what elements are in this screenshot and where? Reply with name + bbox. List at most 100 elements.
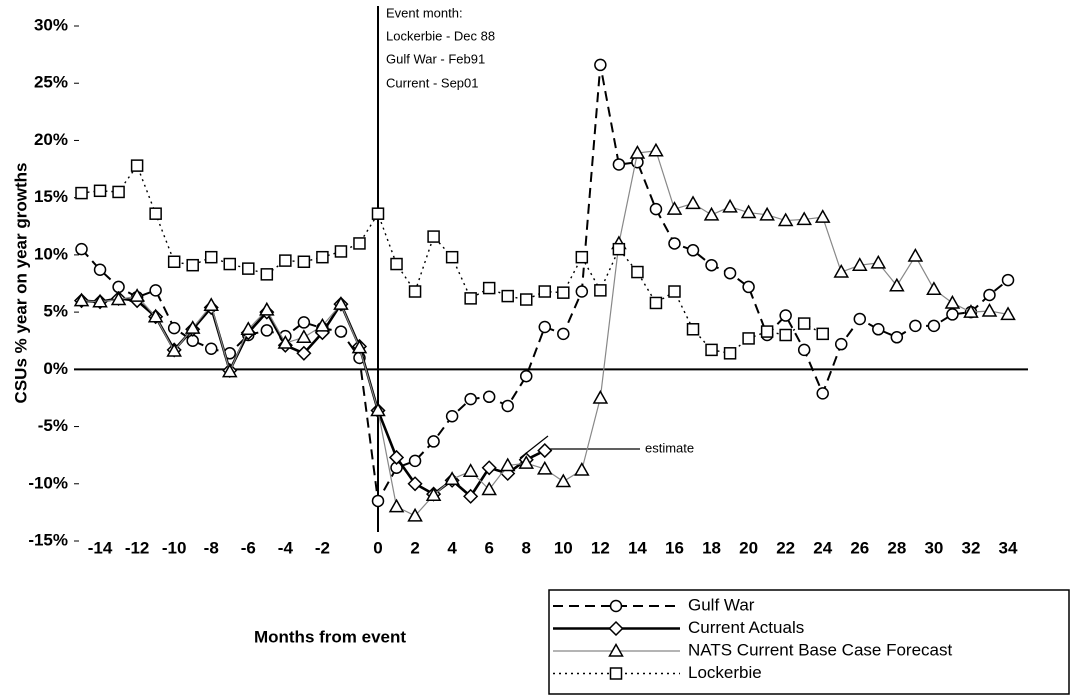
- data-point: [296, 329, 312, 344]
- estimate-label: estimate: [645, 440, 694, 455]
- data-point: [462, 463, 479, 477]
- series-line: [80, 64, 1009, 505]
- data-point: [537, 443, 553, 459]
- data-point: [814, 209, 831, 223]
- data-point: [316, 250, 329, 264]
- data-point: [221, 363, 238, 378]
- data-point: [203, 297, 220, 311]
- data-point: [242, 262, 255, 275]
- x-tick-label: 26: [850, 538, 869, 557]
- data-point: [445, 250, 459, 264]
- data-point: [592, 389, 609, 404]
- data-point: [166, 342, 182, 357]
- data-point: [463, 488, 479, 504]
- data-point: [93, 263, 107, 277]
- y-tick-label: 30%: [34, 15, 68, 34]
- data-point: [518, 455, 535, 469]
- data-point: [481, 460, 497, 476]
- x-tick-label: 16: [665, 538, 684, 557]
- data-point: [575, 285, 589, 298]
- legend-marker: [609, 667, 623, 680]
- data-point: [796, 211, 812, 226]
- x-tick-label: 8: [522, 538, 531, 557]
- annotation: Gulf War - Feb91: [386, 51, 485, 66]
- annotation: Lockerbie - Dec 88: [386, 28, 495, 43]
- data-point: [129, 288, 145, 302]
- data-point: [703, 206, 720, 221]
- data-point: [557, 286, 570, 299]
- data-point: [130, 159, 144, 172]
- data-point: [501, 399, 514, 413]
- x-tick-label: -10: [162, 538, 187, 557]
- data-point: [574, 462, 590, 476]
- data-point: [594, 284, 607, 297]
- data-point: [851, 257, 868, 271]
- data-point: [926, 281, 942, 295]
- data-point: [835, 337, 848, 351]
- data-point: [685, 195, 701, 210]
- data-point: [186, 334, 199, 347]
- data-point: [407, 507, 423, 522]
- data-point: [482, 281, 496, 295]
- x-tick-label: 0: [373, 538, 382, 557]
- x-tick-label: -6: [241, 538, 256, 557]
- data-point: [890, 331, 904, 344]
- data-point: [370, 402, 386, 417]
- data-point: [944, 294, 961, 309]
- data-point: [277, 334, 294, 349]
- y-tick-label: -5%: [38, 416, 68, 435]
- x-tick-label: 32: [961, 538, 980, 557]
- data-point: [594, 58, 607, 72]
- data-point: [833, 264, 850, 278]
- data-point: [981, 302, 998, 317]
- data-point: [204, 250, 218, 264]
- data-point: [259, 301, 275, 316]
- data-point: [464, 392, 477, 406]
- data-point: [407, 476, 423, 492]
- data-point: [759, 206, 775, 221]
- y-tick-label: 25%: [34, 73, 68, 92]
- data-point: [668, 285, 681, 298]
- data-point: [648, 142, 664, 157]
- legend-box: [548, 589, 1070, 695]
- data-point: [297, 316, 311, 329]
- data-point: [223, 257, 237, 271]
- data-point: [946, 308, 959, 321]
- data-point: [184, 320, 201, 334]
- data-point: [779, 309, 792, 322]
- data-point: [388, 498, 405, 513]
- data-point: [93, 184, 107, 198]
- x-tick-label: 12: [591, 538, 610, 557]
- y-tick-label: 5%: [43, 302, 68, 321]
- data-point: [75, 242, 88, 256]
- data-point: [351, 339, 368, 354]
- x-tick-label: 20: [739, 538, 758, 557]
- data-point: [575, 250, 589, 264]
- data-point: [740, 204, 757, 219]
- data-point: [204, 342, 218, 355]
- data-point: [612, 158, 626, 171]
- data-point: [612, 242, 626, 256]
- annotation: Current - Sep01: [386, 75, 479, 90]
- data-point: [314, 317, 331, 332]
- data-point: [427, 230, 440, 243]
- data-point: [760, 325, 774, 338]
- annotation: Event month:: [386, 5, 463, 20]
- data-point: [333, 296, 349, 310]
- data-point: [167, 255, 181, 269]
- data-point: [464, 292, 477, 305]
- data-point: [723, 347, 737, 360]
- data-point: [408, 454, 422, 468]
- data-point: [722, 198, 738, 213]
- data-point: [907, 248, 924, 262]
- legend-label: Current Actuals: [688, 618, 804, 637]
- data-point: [445, 410, 459, 423]
- data-point: [816, 327, 829, 341]
- data-point: [149, 284, 162, 297]
- data-point: [260, 268, 274, 281]
- data-point: [777, 212, 794, 227]
- y-axis-label: CSUs % year on year growths: [11, 163, 30, 404]
- data-point: [557, 327, 570, 341]
- x-tick-label: -14: [88, 538, 113, 557]
- data-point: [686, 244, 700, 257]
